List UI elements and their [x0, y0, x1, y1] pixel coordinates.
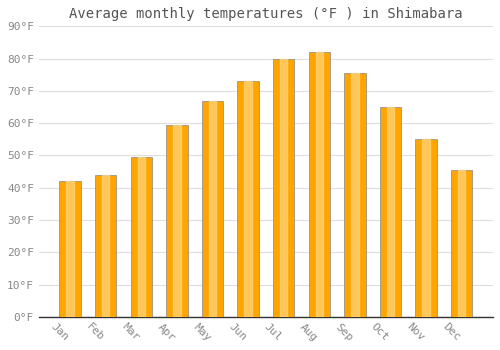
Bar: [380, 107, 401, 317]
Bar: [209, 100, 216, 317]
Bar: [166, 125, 188, 317]
Bar: [95, 175, 116, 317]
Bar: [138, 157, 145, 317]
Bar: [173, 125, 180, 317]
Bar: [280, 58, 287, 317]
Bar: [344, 73, 366, 317]
Bar: [66, 181, 74, 317]
Bar: [273, 58, 294, 317]
Bar: [244, 81, 252, 317]
Bar: [351, 73, 358, 317]
Bar: [416, 139, 437, 317]
Bar: [387, 107, 394, 317]
Bar: [308, 52, 330, 317]
Bar: [316, 52, 323, 317]
Bar: [422, 139, 430, 317]
Bar: [458, 170, 466, 317]
Title: Average monthly temperatures (°F ) in Shimabara: Average monthly temperatures (°F ) in Sh…: [69, 7, 462, 21]
Bar: [60, 181, 81, 317]
Bar: [102, 175, 110, 317]
Bar: [130, 157, 152, 317]
Bar: [238, 81, 259, 317]
Bar: [451, 170, 472, 317]
Bar: [202, 100, 223, 317]
